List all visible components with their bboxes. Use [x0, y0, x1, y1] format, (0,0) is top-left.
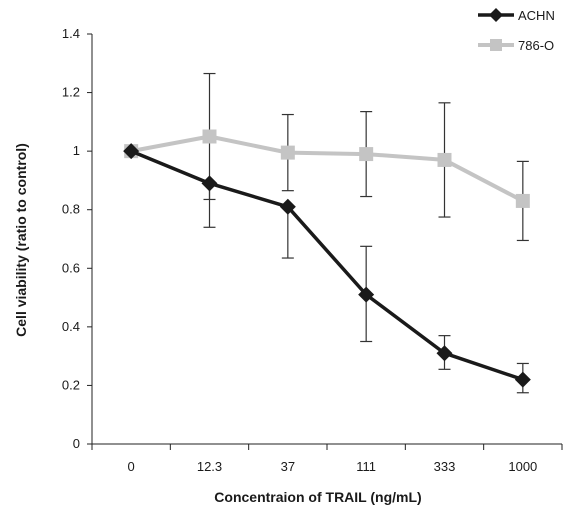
- series-786-o: [124, 72, 530, 242]
- data-point: [436, 345, 453, 362]
- data-point: [202, 129, 217, 144]
- x-tick-label: 111: [356, 459, 376, 474]
- data-point: [358, 286, 375, 303]
- legend-label: ACHN: [518, 8, 555, 23]
- data-point: [280, 145, 295, 160]
- x-tick-label: 0: [128, 459, 135, 474]
- chart-axes: 0 0.2 0.4 0.6 0.8 1 1.2 1.4 0 12.3 37 111 333 1000: [62, 26, 563, 474]
- legend-marker: [489, 8, 503, 22]
- y-tick-label: 0.8: [62, 202, 80, 217]
- y-tick-label: 0.6: [62, 260, 80, 275]
- legend-marker: [490, 39, 502, 51]
- chart-series: [123, 72, 531, 394]
- y-tick-label: 1.4: [62, 26, 80, 41]
- x-tick-label: 12.3: [197, 459, 222, 474]
- y-tick-label: 1.2: [62, 85, 80, 100]
- x-axis-title: Concentraion of TRAIL (ng/mL): [214, 489, 421, 505]
- series-line: [130, 134, 524, 203]
- data-point: [279, 198, 296, 215]
- data-point: [514, 371, 531, 388]
- data-point: [201, 175, 218, 192]
- data-point: [359, 147, 374, 162]
- series-line: [130, 149, 524, 382]
- y-tick-label: 0.2: [62, 377, 80, 392]
- data-point: [515, 193, 530, 208]
- x-tick-label: 333: [434, 459, 456, 474]
- chart-legend: ACHN 786-O: [478, 8, 555, 53]
- y-tick-label: 1: [73, 143, 80, 158]
- y-tick-label: 0.4: [62, 319, 80, 334]
- x-tick-label: 37: [281, 459, 295, 474]
- legend-label: 786-O: [518, 38, 554, 53]
- y-axis-title: Cell viability (ratio to control): [13, 143, 29, 337]
- data-point: [123, 143, 140, 160]
- series-achn: [123, 143, 531, 394]
- x-tick-label: 1000: [508, 459, 537, 474]
- data-point: [437, 152, 452, 167]
- y-tick-label: 0: [73, 436, 80, 451]
